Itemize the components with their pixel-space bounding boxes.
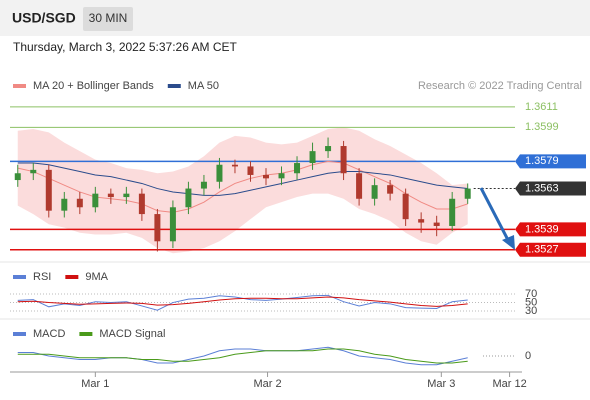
candle-body (309, 151, 316, 164)
level-label: 1.3527 (525, 244, 559, 256)
candle-body (278, 173, 285, 179)
candle-body (123, 193, 130, 198)
legend-swatch (13, 84, 26, 88)
candle-body (76, 198, 83, 208)
indicator-line (17, 296, 468, 307)
x-tick-label: Mar 3 (427, 378, 455, 390)
candle-body (356, 173, 363, 199)
y-tick-label: 70 (525, 288, 537, 300)
x-tick-label: Mar 2 (253, 378, 281, 390)
legend-swatch (167, 84, 181, 88)
legend-swatch (79, 332, 93, 336)
candle-body (30, 169, 37, 174)
level-label: 1.3563 (525, 182, 559, 194)
level-label: 1.3599 (525, 121, 559, 133)
forecast-arrowhead (502, 235, 515, 250)
x-tick-label: Mar 1 (81, 378, 109, 390)
candle-body (200, 181, 207, 189)
level-label: 1.3611 (525, 101, 558, 113)
y-tick-label: 50 (525, 296, 537, 308)
legend-swatch (65, 275, 79, 279)
legend-label: MACD Signal (99, 328, 165, 340)
candle-body (263, 174, 269, 179)
ma-line (17, 162, 468, 196)
candle-body (107, 193, 114, 198)
candle-body (325, 146, 332, 152)
candle-body (464, 188, 471, 199)
candle-body (154, 214, 161, 242)
level-label: 1.3579 (525, 155, 559, 167)
candle-body (247, 166, 254, 175)
candle-body (169, 207, 176, 242)
timeframe-button[interactable] (83, 7, 133, 31)
candle-body (231, 164, 238, 167)
datetime: Thursday, March 3, 2022 5:37:26 AM CET (13, 40, 238, 54)
y-tick-label: 30 (525, 305, 537, 317)
candle-body (45, 169, 52, 211)
legend-swatch (13, 332, 26, 336)
legend-label: MA 20 + Bollinger Bands (33, 80, 154, 92)
y-tick-label: 0 (525, 350, 531, 362)
legend-label: MACD (33, 328, 65, 340)
candle-body (185, 188, 192, 208)
candle-body (294, 163, 301, 174)
legend-swatch (13, 275, 26, 279)
source: Research © 2022 Trading Central (418, 80, 582, 92)
pair: USD/SGD (12, 10, 76, 26)
timeframe[interactable]: 30 MIN (89, 11, 128, 25)
level-label-box (515, 181, 586, 196)
candle-body (92, 193, 99, 208)
legend-label: RSI (33, 271, 51, 283)
indicator-line (17, 346, 468, 366)
legend-label: 9MA (85, 271, 108, 283)
candle-body (449, 198, 456, 226)
candle-body (387, 185, 394, 194)
level-label-box (515, 154, 586, 169)
candle-body (61, 198, 68, 211)
bollinger-band (17, 127, 468, 254)
level-label-box (515, 222, 586, 237)
candle-body (138, 193, 145, 215)
candle-body (14, 173, 21, 181)
x-tick-label: Mar 12 (492, 378, 526, 390)
indicator-line (17, 348, 468, 364)
candle-body (433, 222, 440, 226)
candle-body (371, 185, 378, 199)
candle-body (402, 193, 409, 220)
candle-body (340, 146, 347, 174)
legend-label: MA 50 (188, 80, 219, 92)
forecast-arrow (479, 187, 510, 241)
candle-body (418, 219, 425, 223)
candle-body (216, 164, 223, 182)
level-label: 1.3539 (525, 223, 559, 235)
level-label-box (515, 242, 586, 257)
